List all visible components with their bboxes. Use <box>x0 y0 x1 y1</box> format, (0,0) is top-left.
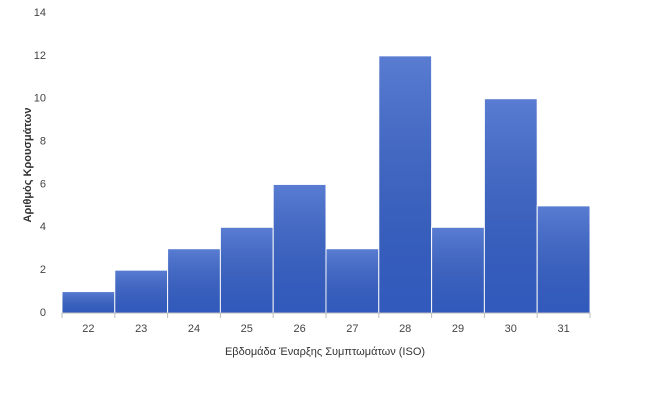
x-tick-label: 23 <box>135 323 147 335</box>
bar <box>167 248 221 314</box>
y-axis-title: Αριθμός Κρουσμάτων <box>22 108 34 223</box>
x-tick-label: 28 <box>399 323 411 335</box>
y-tick-label: 0 <box>40 307 46 319</box>
y-tick-label: 2 <box>40 264 46 276</box>
y-tick-label: 6 <box>40 178 46 190</box>
x-tick-label: 25 <box>241 323 253 335</box>
bar <box>431 226 485 314</box>
bar <box>219 226 274 314</box>
x-tick-label: 30 <box>505 323 517 335</box>
x-tick-label: 27 <box>346 323 358 335</box>
x-axis-title: Εβδομάδα Έναρξης Συμπτωμάτων (ISO) <box>225 346 425 358</box>
bar <box>483 98 538 314</box>
y-tick-label: 12 <box>34 50 46 62</box>
y-tick-label: 14 <box>34 7 46 19</box>
bar <box>536 205 591 314</box>
x-tick-label: 26 <box>293 323 305 335</box>
bar <box>272 183 327 314</box>
bar <box>61 291 116 314</box>
y-tick-label: 8 <box>40 135 46 147</box>
x-tick-label: 29 <box>452 323 464 335</box>
bar <box>114 269 169 314</box>
x-tick-label: 22 <box>82 323 94 335</box>
y-tick-label: 10 <box>34 93 46 105</box>
bar <box>378 55 433 314</box>
y-tick-label: 4 <box>40 221 46 233</box>
x-tick-label: 31 <box>557 323 569 335</box>
x-tick-label: 24 <box>188 323 200 335</box>
bar <box>325 248 380 314</box>
